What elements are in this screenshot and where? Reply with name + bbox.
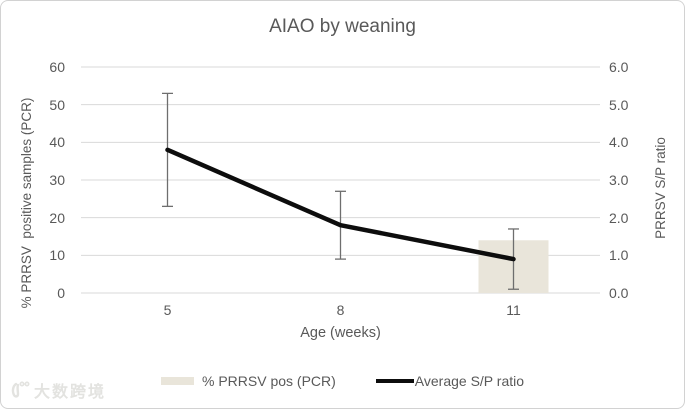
left-axis-tick: 60 [49, 59, 65, 75]
legend-item-line[interactable]: Average S/P ratio [375, 373, 525, 389]
legend-label-bar: % PRRSV pos (PCR) [201, 373, 336, 389]
watermark-text: 大数跨境 [34, 384, 107, 401]
watermark-logo-icon [11, 381, 30, 398]
chart-title: AIAO by weaning [269, 16, 416, 37]
left-axis-tick: 0 [57, 285, 65, 301]
left-axis-tick: 40 [49, 134, 65, 151]
x-axis-tick: 5 [163, 302, 172, 318]
right-axis-tick: 1.0 [609, 247, 629, 264]
x-axis-title: Age (weeks) [300, 325, 381, 341]
left-axis-tick: 30 [49, 172, 65, 188]
x-axis-tick: 11 [506, 302, 521, 318]
right-axis-tick: 5.0 [609, 96, 629, 113]
line-swatch-icon [375, 378, 414, 384]
right-axis-tick: 2.0 [609, 209, 629, 226]
watermark: 大数跨境 [9, 378, 106, 402]
legend-item-bar[interactable]: % PRRSV pos (PCR) [160, 373, 336, 389]
legend: % PRRSV pos (PCR) Average S/P ratio [1, 373, 684, 389]
x-axis-tick: 8 [336, 302, 345, 318]
right-axis-tick: 6.0 [609, 59, 629, 75]
left-axis-tick: 20 [49, 209, 65, 226]
left-axis-tick: 50 [49, 96, 65, 113]
legend-label-line: Average S/P ratio [414, 373, 525, 389]
right-axis-tick: 3.0 [609, 172, 629, 188]
sp-ratio-line[interactable] [165, 147, 516, 262]
right-axis-tick: 4.0 [609, 134, 629, 151]
left-axis-tick: 10 [49, 247, 65, 264]
bar-swatch-icon [160, 377, 194, 385]
right-axis-tick: 0.0 [609, 285, 629, 301]
